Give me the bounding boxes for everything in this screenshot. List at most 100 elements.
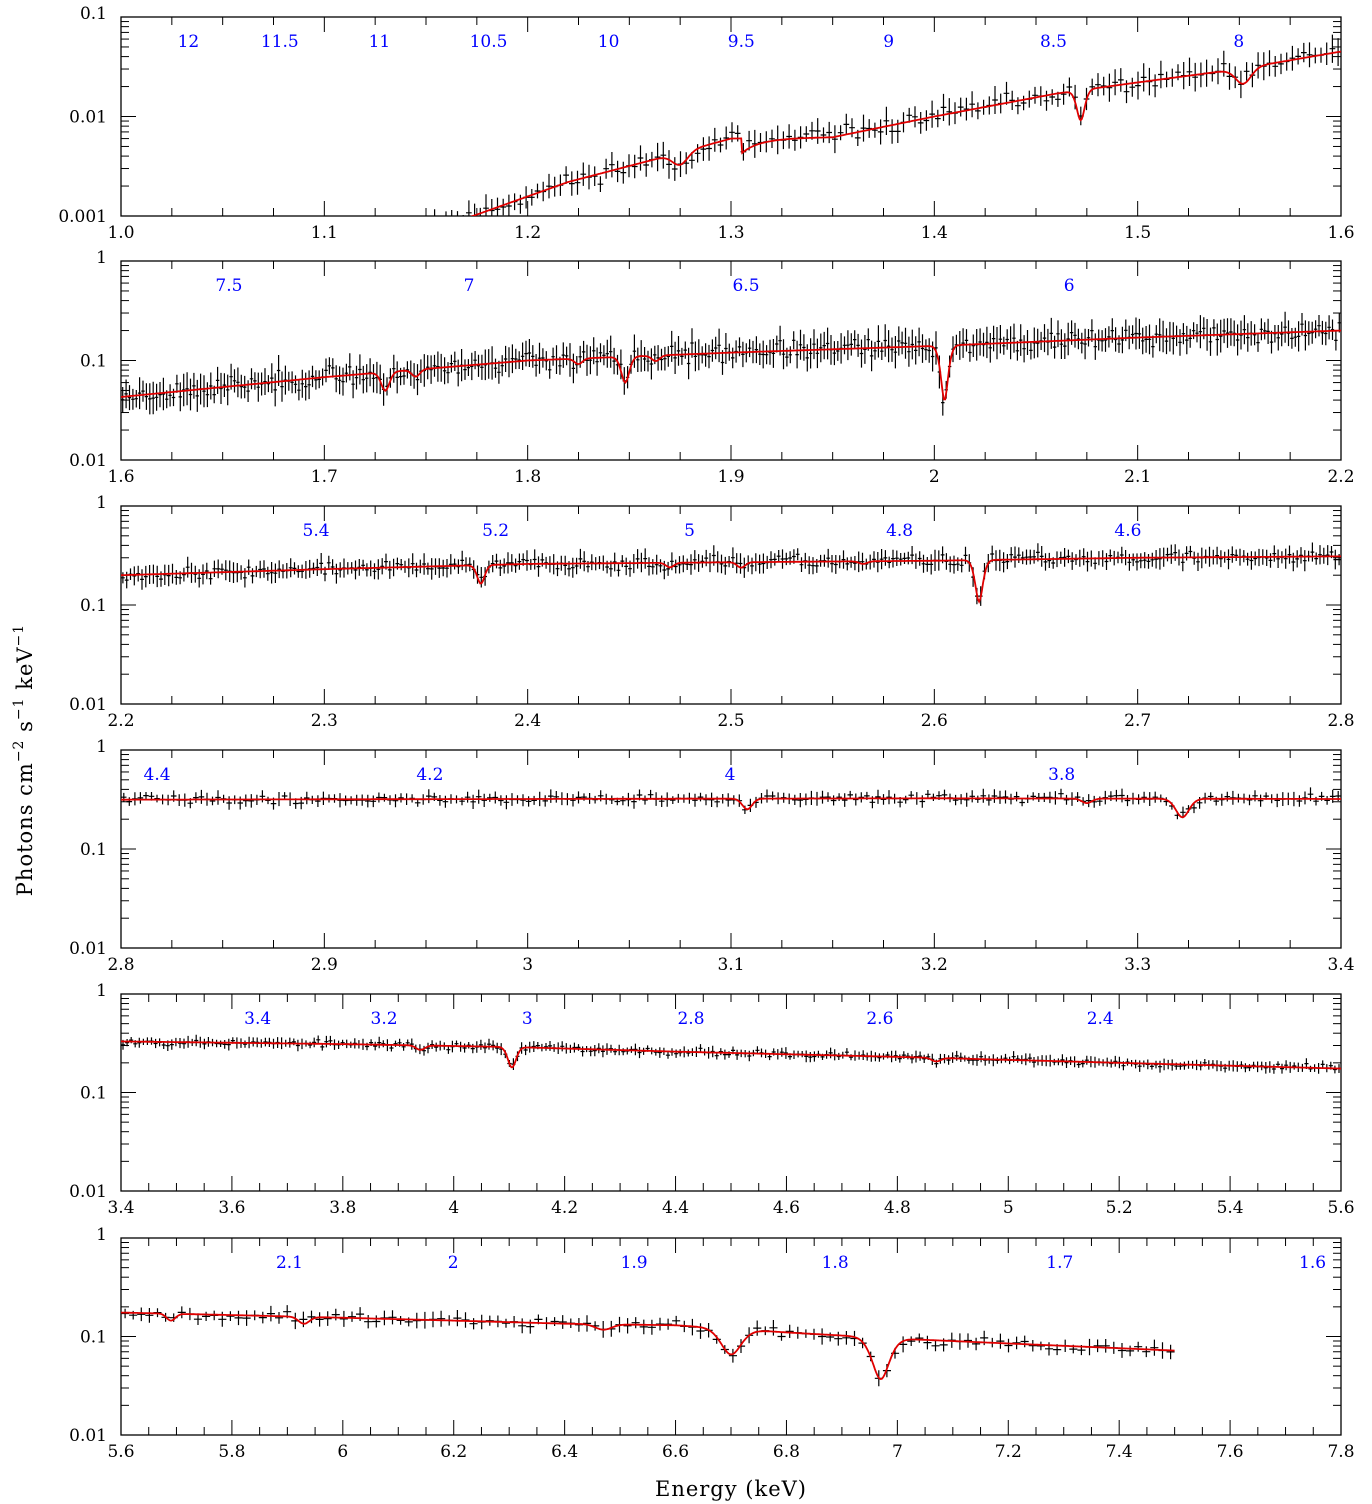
wavelength-label: 2.1 <box>276 1253 303 1273</box>
y-tick-label: 0.1 <box>80 1328 107 1348</box>
x-tick-label: 5.6 <box>1327 1198 1354 1218</box>
x-tick-label: 3.4 <box>1327 955 1354 975</box>
x-tick-label: 2.2 <box>1327 467 1354 487</box>
wavelength-label: 11.5 <box>261 32 299 52</box>
x-tick-label: 2.2 <box>107 711 134 731</box>
panel-6: 5.6 5.8 6 6.2 6.4 6.6 6.8 7 7.2 7.4 7.6 7.8 0.01 0.1 1… <box>69 1225 1354 1462</box>
x-tick-label: 2 <box>929 467 940 487</box>
data-series <box>121 311 1341 416</box>
panel-4: 2.8 2.9 3 3.1 3.2 3.3 3.4 0.01 0.1 1 4.4 4.2 4 3.8 <box>69 737 1354 975</box>
y-tick-label: 0.001 <box>58 207 107 227</box>
wavelength-label: 2.4 <box>1087 1009 1114 1029</box>
wavelength-label: 3 <box>522 1009 533 1029</box>
data-series <box>121 542 1341 606</box>
x-tick-label: 7 <box>892 1442 903 1462</box>
data-series <box>434 34 1341 216</box>
x-tick-label: 6.8 <box>773 1442 800 1462</box>
wavelength-label: 8 <box>1233 32 1244 52</box>
model-group <box>470 50 1341 216</box>
wavelength-label: 1.6 <box>1299 1253 1326 1273</box>
x-tick-label: 4.4 <box>662 1198 689 1218</box>
x-tick-label: 1.2 <box>514 223 541 243</box>
y-tick-label: 1 <box>96 981 107 1001</box>
plot-frame <box>120 993 1342 1192</box>
x-tick-label: 7.8 <box>1327 1442 1354 1462</box>
wavelength-label: 12 <box>178 32 200 52</box>
wavelength-label: 7 <box>464 276 475 296</box>
panel-2: 1.6 1.7 1.8 1.9 2 2.1 2.2 0.01 0.1 1 7.5 7 6.5 6 <box>69 248 1354 487</box>
x-tick-label: 6.2 <box>440 1442 467 1462</box>
x-tick-label: 1.1 <box>311 223 338 243</box>
data-points <box>121 311 1341 416</box>
x-tick-label: 3.1 <box>717 955 744 975</box>
x-tick-label: 2.6 <box>921 711 948 731</box>
model-curve <box>121 555 1341 604</box>
wavelength-label: 1.7 <box>1046 1253 1073 1273</box>
y-tick-label: 0.01 <box>69 1182 107 1202</box>
panel-1: 1.0 1.1 1.2 1.3 1.4 1.5 1.6 0.001 0.01 0.1 12 11.5 1… <box>58 4 1354 243</box>
x-tick-label: 1.6 <box>1327 223 1354 243</box>
data-points <box>434 34 1341 216</box>
model-group <box>121 1040 1341 1070</box>
x-tick-label: 1.3 <box>717 223 744 243</box>
wavelength-label: 2 <box>448 1253 459 1273</box>
data-points <box>121 1034 1341 1074</box>
wavelength-label: 11 <box>369 32 391 52</box>
x-tick-label: 1.9 <box>717 467 744 487</box>
y-tick-label: 0.1 <box>80 352 107 372</box>
wavelength-label: 5.2 <box>482 521 509 541</box>
y-tick-label: 0.1 <box>80 1084 107 1104</box>
x-tick-label: 6 <box>337 1442 348 1462</box>
x-tick-label: 2.1 <box>1124 467 1151 487</box>
x-tick-label: 5.2 <box>1106 1198 1133 1218</box>
wavelength-label: 5 <box>684 521 695 541</box>
x-tick-label: 3.2 <box>921 955 948 975</box>
y-tick-label: 0.1 <box>80 596 107 616</box>
x-tick-label: 3.4 <box>107 1198 134 1218</box>
x-tick-label: 4.6 <box>773 1198 800 1218</box>
x-tick-label: 1.7 <box>311 467 338 487</box>
y-tick-label: 0.01 <box>69 108 107 128</box>
x-tick-label: 2.5 <box>717 711 744 731</box>
x-tick-label: 2.4 <box>514 711 541 731</box>
model-group <box>121 329 1341 401</box>
data-points <box>121 787 1341 820</box>
panel-5: 3.4 3.6 3.8 4 4.2 4.4 4.6 4.8 5 5.2 5.4 5.6 0.01 0.1 1… <box>69 981 1354 1218</box>
x-tick-label: 1.8 <box>514 467 541 487</box>
wavelength-label: 4.6 <box>1114 521 1141 541</box>
wavelength-label: 4 <box>725 765 736 785</box>
x-tick-label: 4.2 <box>551 1198 578 1218</box>
wavelength-label: 4.2 <box>416 765 443 785</box>
x-tick-label: 1.6 <box>107 467 134 487</box>
wavelength-label: 6.5 <box>732 276 759 296</box>
y-tick-label: 1 <box>96 737 107 757</box>
x-tick-label: 6.6 <box>662 1442 689 1462</box>
model-curve <box>121 1311 1175 1381</box>
x-tick-label: 3.8 <box>329 1198 356 1218</box>
y-tick-label: 0.01 <box>69 939 107 959</box>
x-tick-label: 2.8 <box>107 955 134 975</box>
model-group <box>121 1311 1175 1381</box>
model-group <box>121 555 1341 604</box>
plot-frame <box>120 1237 1342 1436</box>
x-tick-label: 2.3 <box>311 711 338 731</box>
x-tick-label: 6.4 <box>551 1442 578 1462</box>
wavelength-label: 10.5 <box>470 32 508 52</box>
wavelength-label: 8.5 <box>1040 32 1067 52</box>
model-group <box>121 797 1341 819</box>
x-tick-label: 1.4 <box>921 223 948 243</box>
wavelength-label: 7.5 <box>215 276 242 296</box>
wavelength-label: 1.9 <box>621 1253 648 1273</box>
data-series <box>121 1034 1341 1074</box>
x-tick-label: 4 <box>448 1198 459 1218</box>
x-tick-label: 7.4 <box>1106 1442 1133 1462</box>
x-tick-label: 7.6 <box>1217 1442 1244 1462</box>
wavelength-label: 6 <box>1064 276 1075 296</box>
plot-frame <box>120 260 1342 461</box>
x-tick-label: 1.0 <box>107 223 134 243</box>
y-tick-label: 1 <box>96 248 107 268</box>
x-tick-label: 5.8 <box>218 1442 245 1462</box>
wavelength-label: 4.8 <box>886 521 913 541</box>
wavelength-label: 4.4 <box>144 765 171 785</box>
x-tick-label: 1.5 <box>1124 223 1151 243</box>
